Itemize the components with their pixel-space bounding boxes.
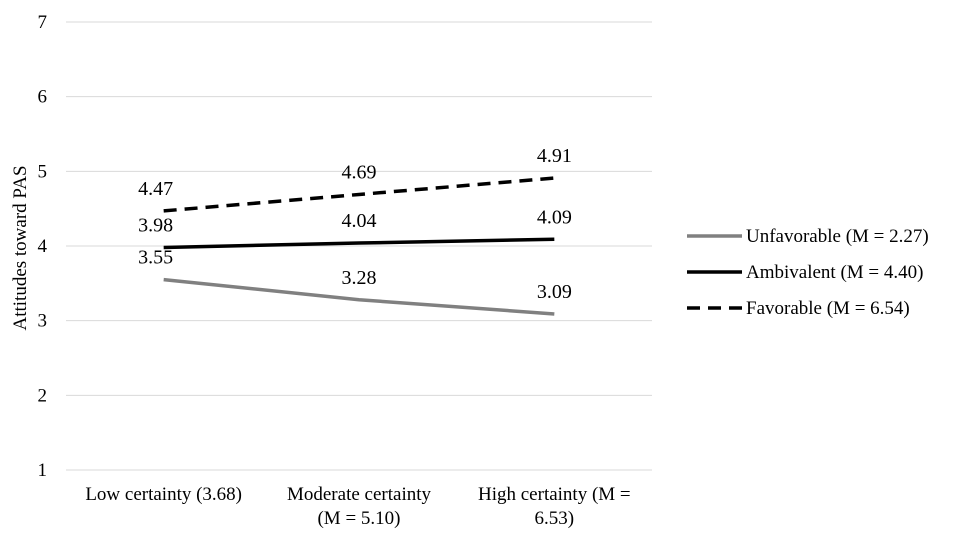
data-label: 3.98 (138, 214, 173, 236)
legend: Unfavorable (M = 2.27) Ambivalent (M = 4.… (687, 226, 929, 319)
y-axis-ticks: 1 2 3 4 5 6 7 (38, 12, 48, 481)
y-tick-label: 7 (38, 12, 48, 33)
data-labels: 3.55 3.28 3.09 3.98 4.04 4.09 4.47 4.69 4.91 (138, 145, 572, 303)
data-label: 4.09 (537, 206, 572, 228)
y-tick-label: 3 (38, 311, 48, 332)
y-tick-label: 2 (38, 385, 48, 406)
x-axis-categories: Low certainty (3.68) Moderate certainty (M… (85, 484, 630, 529)
y-tick-label: 1 (38, 460, 48, 481)
data-label: 3.09 (537, 281, 572, 303)
series-line (163, 237, 555, 250)
legend-label: Ambivalent (M = 4.40) (746, 262, 923, 283)
data-label: 4.47 (138, 178, 173, 200)
data-label: 4.69 (342, 161, 377, 183)
y-axis-title: Attitudes toward PAS (10, 165, 31, 330)
y-tick-label: 4 (38, 236, 48, 257)
series-line (163, 277, 555, 316)
y-tick-label: 5 (38, 161, 48, 182)
series-line (163, 176, 555, 213)
data-label: 3.28 (342, 267, 377, 289)
legend-label: Unfavorable (M = 2.27) (746, 226, 929, 247)
data-label: 4.91 (537, 145, 572, 167)
legend-label: Favorable (M = 6.54) (746, 298, 910, 319)
x-category-label: Moderate certainty (M = 5.10) (287, 484, 432, 529)
data-label: 4.04 (342, 210, 377, 232)
x-category-label: Low certainty (3.68) (85, 484, 242, 505)
x-category-label: High certainty (M = 6.53) (478, 484, 631, 529)
series-lines (163, 176, 555, 316)
data-label: 3.55 (138, 247, 173, 269)
y-tick-label: 6 (38, 87, 48, 108)
